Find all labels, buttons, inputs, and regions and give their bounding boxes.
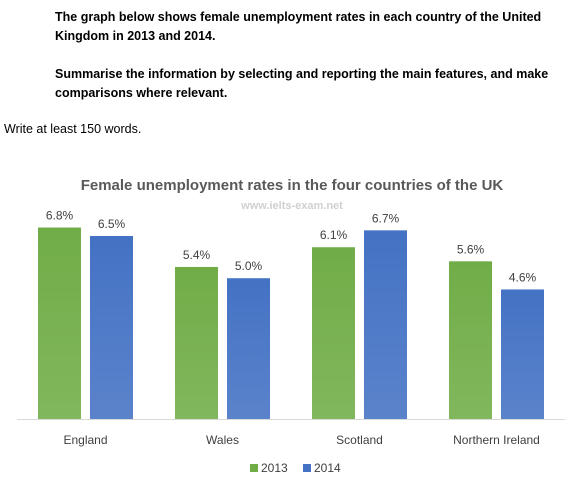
data-label: 5.0% — [235, 259, 263, 273]
watermark: www.ielts-exam.net — [240, 200, 343, 212]
task-prompt: The graph below shows female unemploymen… — [55, 10, 542, 43]
data-label: 6.8% — [46, 209, 74, 223]
bar-northern-ireland-2014 — [501, 289, 544, 419]
legend-label-2014: 2014 — [314, 461, 341, 475]
category-label: Northern Ireland — [453, 433, 540, 447]
category-label: Scotland — [336, 433, 383, 447]
category-label: England — [63, 433, 107, 447]
bar-wales-2014 — [227, 278, 270, 419]
bar-scotland-2013 — [312, 247, 355, 419]
bar-northern-ireland-2013 — [449, 261, 492, 419]
unemployment-bar-chart: Female unemployment rates in the four co… — [17, 177, 565, 475]
chart-title: Female unemployment rates in the four co… — [81, 177, 504, 194]
bar-wales-2013 — [175, 266, 218, 419]
bar-england-2014 — [90, 235, 133, 419]
data-label: 5.6% — [457, 242, 485, 256]
bar-england-2013 — [38, 227, 81, 419]
legend-label-2013: 2013 — [261, 461, 288, 475]
data-label: 5.4% — [183, 248, 211, 262]
bar-scotland-2014 — [364, 230, 407, 419]
data-label: 6.1% — [320, 228, 348, 242]
legend-swatch-2013 — [250, 464, 258, 472]
category-label: Wales — [206, 433, 239, 447]
task-instruction: Summarise the information by selecting a… — [55, 67, 549, 100]
data-label: 4.6% — [509, 270, 537, 284]
data-label: 6.5% — [98, 217, 126, 231]
data-label: 6.7% — [372, 211, 400, 225]
word-count-instruction: Write at least 150 words. — [4, 122, 142, 136]
legend-swatch-2014 — [303, 464, 311, 472]
task-description: The graph below shows female unemploymen… — [55, 8, 575, 122]
